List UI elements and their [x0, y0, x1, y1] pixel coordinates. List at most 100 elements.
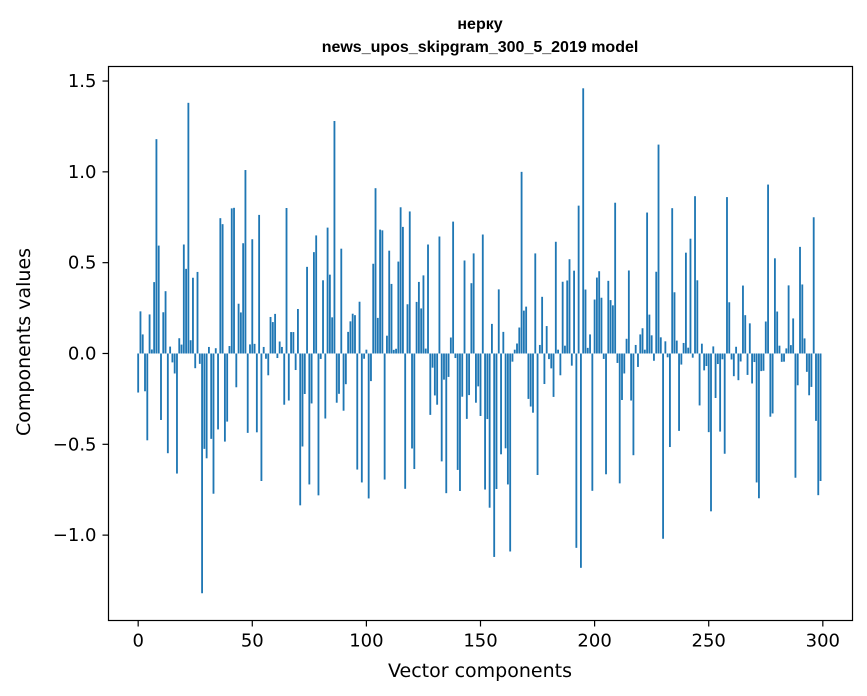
bar — [141, 334, 144, 354]
bar — [650, 335, 653, 354]
bar — [801, 284, 804, 354]
bar — [657, 144, 660, 354]
bar — [789, 345, 792, 354]
bar — [192, 277, 194, 354]
bar — [486, 353, 489, 420]
bar — [810, 353, 813, 387]
bar — [217, 353, 219, 430]
bar — [239, 312, 242, 354]
bar — [522, 310, 525, 354]
bar — [646, 212, 649, 354]
bars-group — [137, 88, 822, 594]
bar — [340, 248, 343, 354]
bar — [625, 338, 628, 354]
bar — [301, 353, 304, 447]
y-tick-label: 1.5 — [68, 71, 97, 92]
x-tick-label: 0 — [132, 631, 143, 652]
bar — [365, 349, 368, 354]
bar — [182, 244, 185, 354]
bar — [705, 353, 708, 367]
bar — [666, 353, 669, 358]
bar — [545, 326, 548, 354]
bar — [171, 353, 174, 363]
bar — [726, 197, 728, 354]
bar — [751, 353, 753, 384]
bar — [472, 253, 475, 354]
bar — [511, 353, 514, 362]
bar — [381, 230, 384, 354]
x-tick-label: 150 — [463, 631, 497, 652]
bar — [319, 353, 322, 359]
x-tick-label: 100 — [349, 631, 383, 652]
bar — [429, 353, 432, 415]
bar — [529, 353, 532, 407]
bar — [719, 353, 722, 432]
bar — [185, 268, 188, 354]
bar — [728, 302, 731, 354]
bar — [274, 313, 277, 354]
bar — [408, 211, 411, 354]
x-tick-label: 250 — [692, 631, 726, 652]
bar — [269, 316, 272, 354]
bar — [463, 260, 466, 354]
bar — [746, 353, 749, 375]
bar — [370, 353, 372, 382]
bar — [664, 341, 667, 354]
bar — [395, 348, 397, 354]
bar — [716, 353, 719, 365]
bar — [203, 353, 206, 449]
bar — [137, 353, 140, 393]
bar — [180, 344, 183, 354]
bar — [454, 353, 457, 359]
bar — [488, 353, 491, 508]
bar — [420, 308, 423, 354]
bar — [447, 353, 450, 377]
bar — [598, 271, 601, 354]
y-tick-label: 0.5 — [68, 253, 97, 274]
bar — [591, 353, 594, 491]
bar — [306, 266, 308, 354]
bar — [354, 315, 356, 354]
bar — [730, 353, 733, 360]
bar — [356, 353, 359, 470]
bar — [290, 332, 292, 354]
bar — [246, 353, 249, 433]
bar — [570, 353, 573, 366]
bar — [155, 139, 158, 354]
bar — [335, 353, 338, 403]
bar — [342, 353, 345, 411]
bar — [351, 313, 354, 354]
bar — [744, 315, 747, 354]
bar — [758, 353, 760, 499]
bar — [712, 346, 715, 354]
bar — [700, 343, 703, 354]
bar — [438, 236, 441, 354]
bar — [146, 353, 149, 441]
bar — [614, 202, 617, 354]
bar — [550, 353, 553, 369]
x-axis-label: Vector components — [388, 660, 572, 682]
bar — [386, 335, 388, 354]
bar — [696, 280, 699, 354]
x-tick-label: 300 — [806, 631, 840, 652]
bar — [294, 353, 297, 371]
bar — [166, 353, 169, 454]
bar — [513, 349, 516, 354]
bar — [611, 305, 614, 354]
bar — [659, 337, 662, 354]
bar — [333, 120, 336, 354]
chart-subtitle: news_upos_skipgram_300_5_2019 model — [322, 39, 639, 56]
bar — [338, 353, 340, 394]
bar — [655, 271, 658, 354]
bar — [244, 170, 247, 354]
bar — [461, 353, 464, 397]
y-axis-label: Components values — [13, 248, 35, 436]
bar — [776, 311, 779, 354]
bar — [803, 338, 806, 354]
bar — [176, 353, 178, 474]
bar — [433, 353, 436, 396]
bar — [493, 353, 496, 557]
bar — [593, 299, 596, 354]
bar — [139, 311, 142, 354]
